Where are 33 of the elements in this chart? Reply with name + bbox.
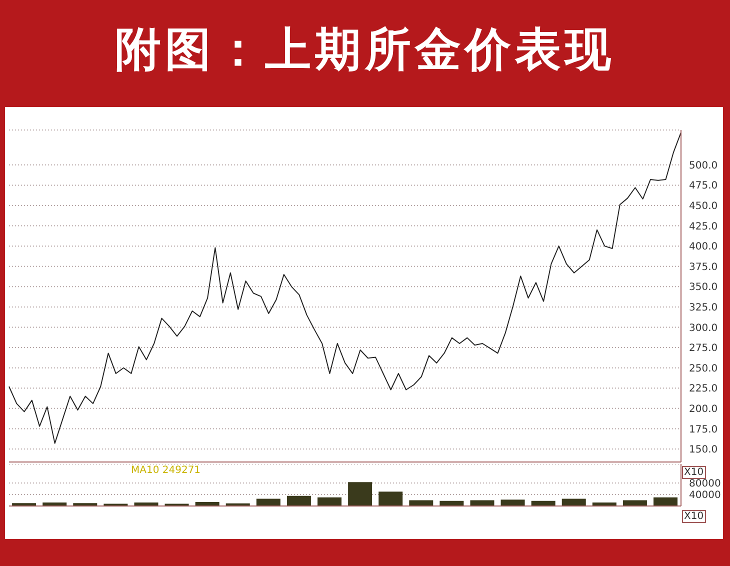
y-tick-label: 250.0 — [689, 363, 718, 374]
y-tick-label: 275.0 — [689, 343, 718, 354]
y-tick-label: 150.0 — [689, 444, 718, 456]
y-tick-label: 175.0 — [689, 424, 718, 436]
bar — [409, 500, 434, 506]
y-tick-label: 375.0 — [689, 262, 718, 273]
y-tick-label: 350.0 — [689, 282, 718, 294]
bar — [256, 498, 280, 506]
bar — [348, 482, 372, 506]
text: X10 — [682, 466, 706, 479]
chart-title: 附图：上期所金价表现 — [114, 21, 616, 78]
bar — [470, 500, 494, 506]
y-tick-label: 225.0 — [689, 384, 718, 395]
y-tick-label: 500.0 — [689, 160, 718, 172]
y-tick-label: 325.0 — [689, 302, 718, 314]
bar — [500, 500, 525, 506]
bar — [622, 500, 647, 506]
bar — [286, 496, 311, 506]
y-tick-label: 300.0 — [689, 322, 718, 334]
y-tick-label: 400.0 — [689, 242, 718, 253]
bar — [654, 497, 678, 506]
bar — [378, 492, 403, 506]
line-series — [8, 132, 682, 444]
y-tick-label: 475.0 — [689, 180, 718, 192]
y-tick-label: 425.0 — [689, 221, 718, 232]
y-tick-label: 450.0 — [689, 201, 718, 212]
y-tick-label: 40000 — [689, 490, 721, 502]
y-tick-label: 80000 — [689, 478, 721, 490]
bar — [562, 498, 586, 506]
y-tick-label: 200.0 — [689, 404, 718, 415]
text: X10 — [682, 510, 706, 523]
bar — [318, 497, 342, 506]
annotation: MA10 249271 — [131, 465, 201, 476]
